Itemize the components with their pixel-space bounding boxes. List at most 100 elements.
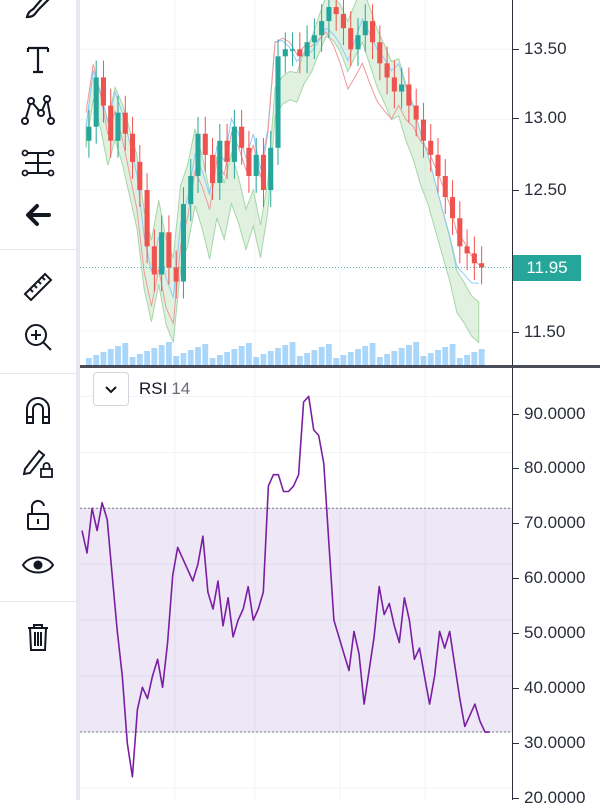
candle-body xyxy=(166,232,172,268)
ruler-tool-button[interactable] xyxy=(8,265,68,309)
volume-bar xyxy=(107,349,114,366)
drawing-toolbar xyxy=(0,0,76,800)
volume-bar xyxy=(253,357,260,366)
candle-body xyxy=(435,154,441,176)
volume-bar xyxy=(129,357,136,366)
volume-bar xyxy=(216,355,223,366)
volume-bar xyxy=(202,344,209,366)
legend-toggle-button[interactable] xyxy=(93,372,129,406)
price-tick: 11.50 xyxy=(512,322,566,341)
magnet-icon xyxy=(26,397,50,424)
volume-bar xyxy=(173,356,180,366)
candle-body xyxy=(231,126,237,162)
conversion-line xyxy=(85,17,479,298)
candle-body xyxy=(428,140,434,155)
candle-body xyxy=(457,218,463,247)
candle-body xyxy=(333,7,339,15)
candle-body xyxy=(362,21,368,36)
lock-drawings-button[interactable] xyxy=(8,440,68,484)
volume-bar xyxy=(166,342,172,366)
rsi-chart[interactable] xyxy=(80,368,512,800)
volume-bar xyxy=(115,346,121,366)
volume-bar xyxy=(246,343,252,366)
candle-body xyxy=(319,21,325,36)
pattern-tool-button[interactable] xyxy=(8,88,68,132)
volume-bar xyxy=(347,352,354,366)
candle-body xyxy=(195,133,201,176)
price-chart-pane[interactable] xyxy=(80,0,512,366)
volume-bar xyxy=(209,358,216,366)
brush-tool-button[interactable] xyxy=(8,0,68,28)
price-tick: 13.50 xyxy=(513,39,567,58)
candle-body xyxy=(282,49,288,57)
candle-body xyxy=(348,28,354,50)
candle-body xyxy=(442,175,448,198)
indicator-name: RSI xyxy=(139,379,168,398)
volume-bar xyxy=(326,344,332,366)
volume-bar xyxy=(100,352,107,366)
candle-body xyxy=(290,49,296,51)
brush-icon xyxy=(25,0,50,19)
volume-bar xyxy=(449,344,456,366)
rsi-tick: 30.0000 xyxy=(512,733,586,752)
candle-body xyxy=(297,49,303,57)
rsi-pane[interactable] xyxy=(80,368,512,800)
current-price-label: 11.95 xyxy=(513,255,581,281)
ruler-icon xyxy=(23,272,53,302)
pattern-icon xyxy=(21,95,55,125)
candle-body xyxy=(253,154,259,176)
volume-bar xyxy=(282,345,289,366)
volume-bar xyxy=(340,355,347,366)
volume-bar xyxy=(384,354,390,366)
price-scale[interactable]: 13.50 13.00 12.50 11.50 xyxy=(512,0,600,366)
volume-bar xyxy=(471,352,478,366)
candle-body xyxy=(93,77,99,127)
candle-body xyxy=(144,190,150,247)
candle-body xyxy=(326,7,332,22)
candle-body xyxy=(399,84,405,92)
volume-bar xyxy=(86,358,92,366)
price-chart[interactable] xyxy=(80,0,512,366)
volume-bar xyxy=(427,353,434,366)
volume-bar xyxy=(398,348,405,366)
rsi-band xyxy=(80,508,512,733)
chevron-down-icon xyxy=(105,386,117,394)
measure-lines-tool-button[interactable] xyxy=(8,141,68,185)
visibility-button[interactable] xyxy=(8,543,68,587)
volume-bar xyxy=(296,356,303,366)
candle-body xyxy=(391,77,397,92)
magnet-button[interactable] xyxy=(8,388,68,432)
volume-bar xyxy=(195,347,201,366)
rsi-scale[interactable]: 90.0000 80.0000 70.0000 60.0000 50.0000 … xyxy=(512,368,600,807)
candle-body xyxy=(202,133,208,155)
candle-body xyxy=(159,232,165,275)
price-tick: 13.00 xyxy=(513,108,567,127)
volume-bar xyxy=(289,342,296,366)
volume-bar xyxy=(231,349,238,366)
unlock-button[interactable] xyxy=(8,493,68,537)
candle-body xyxy=(188,175,194,205)
rsi-tick: 70.0000 xyxy=(512,513,586,532)
volume-bar xyxy=(267,351,274,366)
zoom-in-button[interactable] xyxy=(8,315,68,359)
text-tool-button[interactable] xyxy=(8,37,68,81)
volume-bar xyxy=(136,354,143,366)
volume-bar xyxy=(333,358,340,366)
volume-bar xyxy=(224,352,230,366)
remove-drawings-button[interactable] xyxy=(8,615,68,659)
volume-bar xyxy=(304,353,310,366)
base-line xyxy=(85,31,480,326)
candle-body xyxy=(151,246,157,275)
volume-bar xyxy=(275,348,281,366)
candle-body xyxy=(340,14,346,29)
hide-toolbar-button[interactable] xyxy=(8,193,68,237)
text-icon xyxy=(26,46,50,74)
toolbar-divider xyxy=(76,0,80,800)
candle-body xyxy=(479,263,485,268)
pane-separator[interactable] xyxy=(80,365,600,368)
rsi-tick: 50.0000 xyxy=(512,623,586,642)
candle-body xyxy=(406,84,412,106)
volume-bar xyxy=(311,350,318,366)
candle-body xyxy=(464,246,470,254)
rsi-tick: 40.0000 xyxy=(512,678,586,697)
